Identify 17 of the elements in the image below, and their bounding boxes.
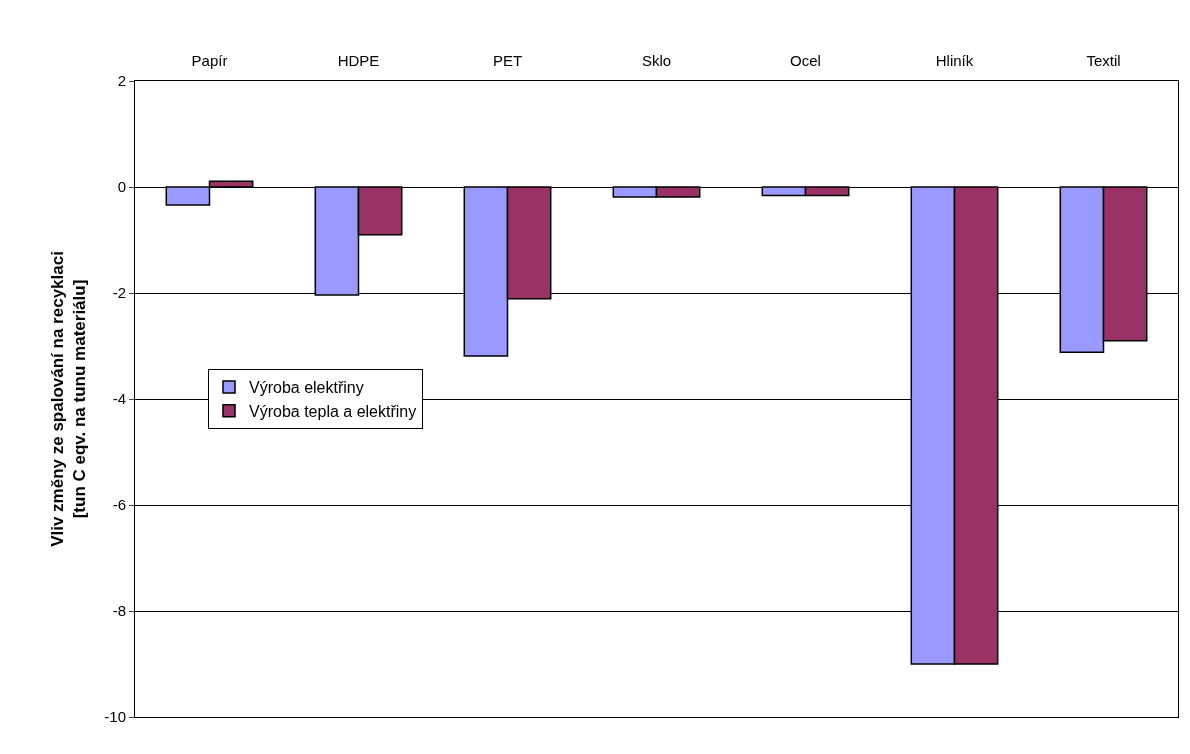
x-tick-label: Papír <box>191 52 228 69</box>
y-axis-title: Vliv změny ze spalování na recyklaci [tun C eqv. na tunu materiálu] <box>47 251 89 547</box>
y-tick-label: -4 <box>112 390 126 408</box>
y-tick-label: -6 <box>112 496 126 514</box>
y-tick-label: -10 <box>104 708 126 726</box>
y-tick-label: -8 <box>112 602 126 620</box>
x-tick-label: HDPE <box>337 52 380 69</box>
y-tick-label: 0 <box>117 178 126 196</box>
x-tick-label: Textil <box>1086 52 1121 69</box>
x-tick-label: Ocel <box>790 52 821 69</box>
x-tick-label: Hliník <box>935 52 974 69</box>
legend-label: Výroba elektřiny <box>249 379 364 397</box>
y-tick-label: -2 <box>112 284 126 302</box>
y-tick-label: 2 <box>117 72 126 90</box>
legend-label: Výroba tepla a elektřiny <box>249 402 417 420</box>
x-tick-label: PET <box>492 52 523 69</box>
x-tick-label: Sklo <box>641 52 672 69</box>
